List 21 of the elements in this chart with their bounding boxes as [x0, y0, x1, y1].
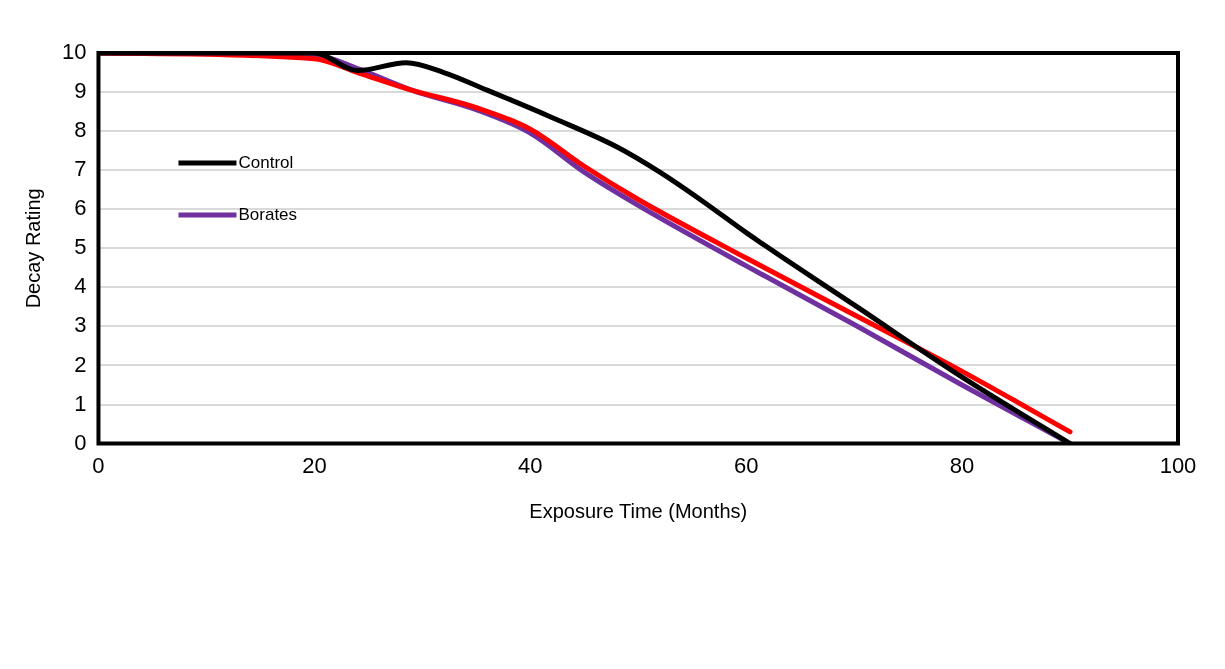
y-tick-label: 1 [74, 390, 87, 416]
legend-label: Control [238, 152, 294, 172]
y-axis-title: Decay Rating [21, 188, 44, 309]
x-tick-label: 20 [302, 452, 327, 478]
y-tick-label: 2 [74, 351, 87, 377]
y-tick-label: 0 [74, 429, 87, 455]
y-tick-label: 3 [74, 312, 87, 338]
x-tick-label: 60 [733, 452, 759, 478]
y-tick-label: 6 [74, 195, 87, 221]
y-tick-label: 5 [74, 234, 87, 260]
x-axis-title: Exposure Time (Months) [529, 499, 748, 522]
x-tick-label: 40 [518, 452, 543, 478]
x-tick-label: 0 [92, 452, 105, 478]
y-tick-label: 10 [61, 39, 87, 65]
x-tick-label: 100 [1159, 452, 1197, 478]
y-tick-label: 8 [74, 117, 87, 143]
y-tick-label: 7 [74, 156, 87, 182]
y-tick-label: 9 [74, 78, 87, 104]
x-tick-label: 80 [949, 452, 975, 478]
y-tick-label: 4 [74, 273, 87, 299]
legend-label: Borates [238, 204, 298, 224]
